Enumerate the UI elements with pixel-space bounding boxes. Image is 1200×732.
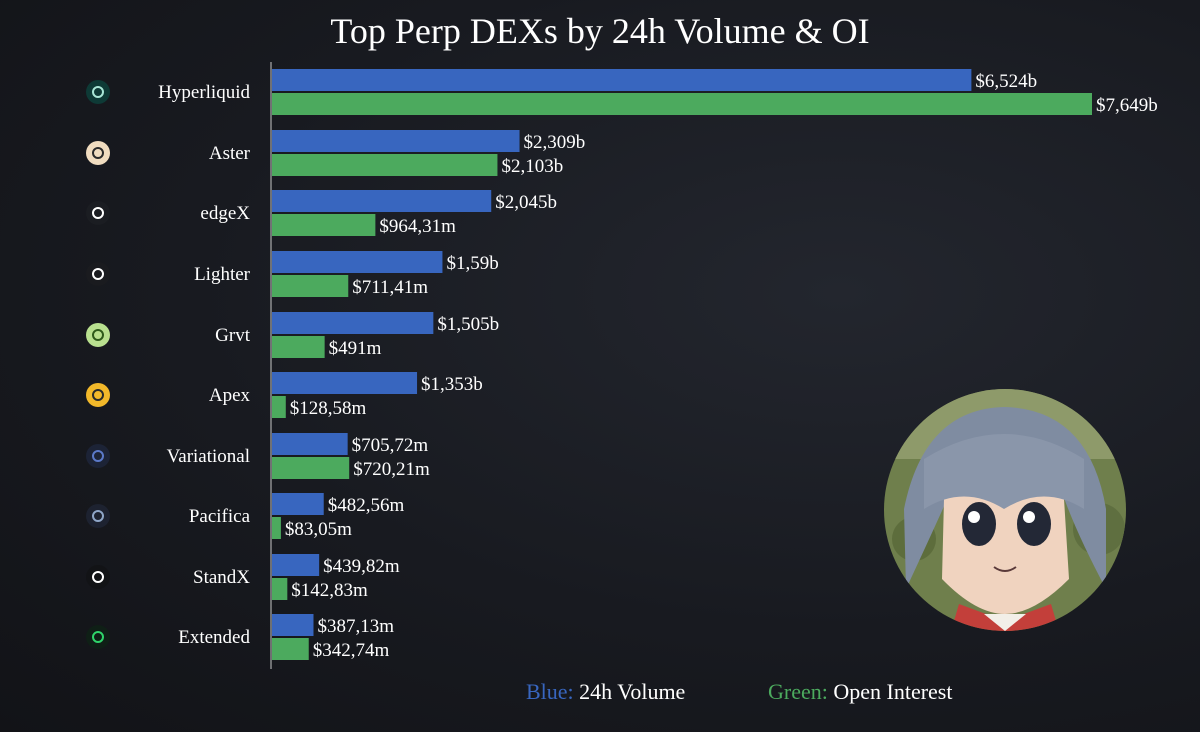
bar-volume — [272, 130, 520, 152]
bar-volume — [272, 251, 443, 273]
bar-open-interest — [272, 214, 376, 236]
bar-open-interest — [272, 154, 498, 176]
category-label: Lighter — [194, 264, 251, 285]
legend-volume: Blue: 24h Volume — [526, 679, 685, 705]
bar-volume — [272, 614, 314, 636]
data-label: $705,72m — [352, 435, 429, 456]
category-label: Hyperliquid — [158, 82, 250, 103]
aster-icon — [86, 141, 110, 165]
edgex-icon — [86, 201, 110, 225]
bar-volume — [272, 433, 348, 455]
chart-title: Top Perp DEXs by 24h Volume & OI — [330, 11, 870, 51]
bar-open-interest — [272, 578, 288, 600]
variational-icon — [86, 444, 110, 468]
data-label: $482,56m — [328, 495, 405, 516]
bar-open-interest — [272, 638, 309, 660]
lighter-icon — [86, 262, 110, 286]
bar-open-interest — [272, 517, 281, 539]
bar-open-interest — [272, 275, 349, 297]
legend-volume-key: Blue: — [526, 679, 574, 704]
legend-oi: Green: Open Interest — [768, 679, 952, 705]
data-label: $439,82m — [323, 556, 400, 577]
hyperliquid-icon — [86, 80, 110, 104]
legend: Blue: 24h Volume Green: Open Interest — [0, 679, 1200, 709]
data-label: $1,353b — [421, 374, 483, 395]
data-label: $964,31m — [379, 216, 456, 237]
bar-open-interest — [272, 336, 325, 358]
data-label: $1,505b — [437, 314, 499, 335]
avatar-image — [884, 389, 1126, 631]
data-label: $83,05m — [285, 519, 352, 540]
data-label: $387,13m — [318, 616, 395, 637]
category-label: Extended — [178, 627, 250, 648]
bar-volume — [272, 190, 492, 212]
category-label: Pacifica — [189, 506, 251, 527]
bar-open-interest — [272, 93, 1092, 115]
bar-volume — [272, 554, 320, 576]
data-label: $1,59b — [446, 253, 498, 274]
data-label: $142,83m — [291, 580, 368, 601]
bar-volume — [272, 69, 972, 91]
data-label: $128,58m — [290, 398, 367, 419]
data-label: $6,524b — [975, 71, 1037, 92]
extended-icon — [86, 625, 110, 649]
grvt-icon — [86, 323, 110, 347]
bar-volume — [272, 312, 434, 334]
data-label: $342,74m — [313, 640, 390, 661]
data-label: $2,309b — [524, 132, 586, 153]
data-label: $2,103b — [501, 156, 563, 177]
category-label: Aster — [209, 143, 251, 164]
pacifica-icon — [86, 504, 110, 528]
category-label: Variational — [167, 446, 250, 467]
category-label: Apex — [209, 385, 251, 406]
bar-open-interest — [272, 457, 350, 479]
apex-icon — [86, 383, 110, 407]
data-label: $720,21m — [353, 459, 430, 480]
legend-oi-key: Green: — [768, 679, 828, 704]
bar-volume — [272, 493, 324, 515]
category-label: StandX — [193, 567, 250, 588]
category-label: Grvt — [215, 325, 251, 346]
data-label: $711,41m — [352, 277, 428, 298]
legend-oi-label: Open Interest — [833, 679, 953, 704]
bar-volume — [272, 372, 418, 394]
data-label: $2,045b — [495, 192, 557, 213]
bar-open-interest — [272, 396, 286, 418]
standx-icon — [86, 565, 110, 589]
data-label: $491m — [329, 338, 382, 359]
category-label: edgeX — [200, 203, 250, 224]
data-label: $7,649b — [1096, 95, 1158, 116]
legend-volume-label: 24h Volume — [579, 679, 686, 704]
